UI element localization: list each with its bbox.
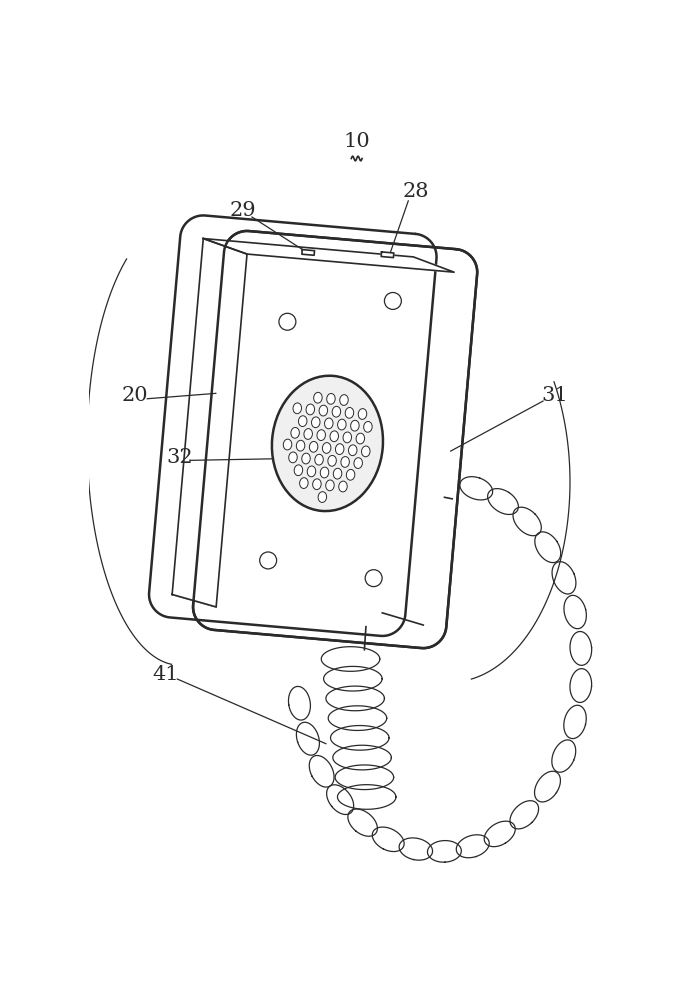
Circle shape — [384, 292, 402, 309]
Ellipse shape — [313, 479, 321, 490]
Text: 29: 29 — [230, 201, 256, 220]
Ellipse shape — [335, 444, 344, 454]
Text: 28: 28 — [403, 182, 429, 201]
Ellipse shape — [314, 392, 322, 403]
Ellipse shape — [324, 418, 333, 429]
Ellipse shape — [306, 404, 315, 415]
Ellipse shape — [339, 481, 347, 492]
Text: 20: 20 — [122, 386, 148, 405]
Ellipse shape — [356, 433, 365, 444]
Ellipse shape — [343, 432, 351, 443]
Text: 10: 10 — [343, 132, 370, 151]
Text: 41: 41 — [152, 665, 179, 684]
Ellipse shape — [320, 467, 329, 478]
Ellipse shape — [312, 417, 320, 428]
Ellipse shape — [332, 406, 340, 417]
Ellipse shape — [326, 480, 334, 491]
Ellipse shape — [293, 403, 301, 414]
Ellipse shape — [345, 407, 354, 418]
Polygon shape — [381, 252, 394, 258]
Circle shape — [365, 570, 382, 587]
Ellipse shape — [299, 416, 307, 427]
Polygon shape — [172, 239, 247, 607]
Ellipse shape — [322, 443, 331, 453]
Ellipse shape — [318, 492, 326, 502]
Circle shape — [260, 552, 276, 569]
Ellipse shape — [315, 454, 324, 465]
Ellipse shape — [294, 465, 303, 476]
Ellipse shape — [338, 419, 346, 430]
Ellipse shape — [309, 441, 318, 452]
Ellipse shape — [304, 429, 313, 439]
Ellipse shape — [358, 409, 367, 419]
Ellipse shape — [364, 421, 372, 432]
Ellipse shape — [307, 466, 316, 477]
Ellipse shape — [328, 455, 336, 466]
Ellipse shape — [302, 453, 310, 464]
Ellipse shape — [272, 376, 383, 511]
Polygon shape — [302, 250, 315, 255]
Ellipse shape — [340, 395, 348, 405]
Polygon shape — [203, 239, 454, 272]
Ellipse shape — [296, 440, 305, 451]
Text: 31: 31 — [541, 386, 568, 405]
Ellipse shape — [354, 458, 363, 468]
Ellipse shape — [341, 457, 349, 467]
Ellipse shape — [333, 468, 342, 479]
Ellipse shape — [347, 469, 355, 480]
Text: 32: 32 — [166, 448, 193, 467]
Circle shape — [279, 313, 296, 330]
Ellipse shape — [317, 430, 326, 441]
Ellipse shape — [361, 446, 370, 457]
Ellipse shape — [283, 439, 292, 450]
Ellipse shape — [326, 393, 335, 404]
Ellipse shape — [319, 405, 328, 416]
Ellipse shape — [351, 420, 359, 431]
Ellipse shape — [289, 452, 297, 463]
Ellipse shape — [291, 427, 299, 438]
Ellipse shape — [299, 478, 308, 488]
Ellipse shape — [349, 445, 357, 456]
Ellipse shape — [330, 431, 338, 442]
